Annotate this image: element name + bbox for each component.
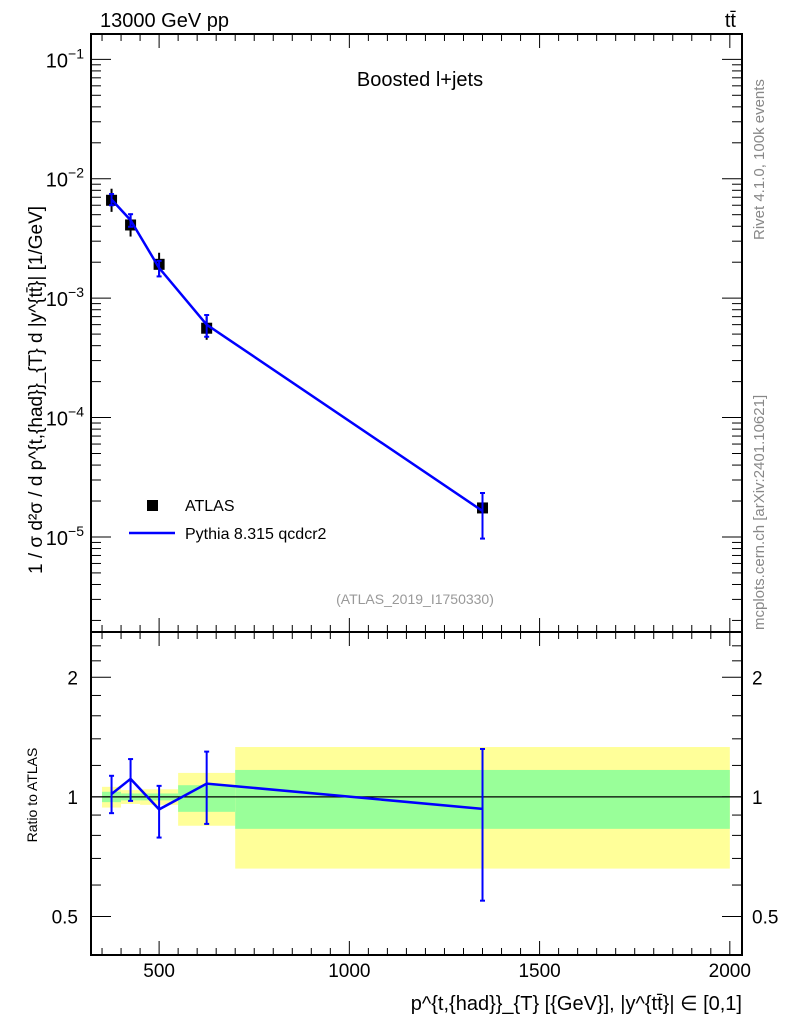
x-tick-label: 500 — [143, 961, 175, 982]
legend-atlas-label: ATLAS — [185, 498, 235, 515]
main-title: Boosted l+jets — [357, 69, 483, 91]
ratio-y-tick-label: 2 — [67, 668, 78, 689]
legend-atlas-marker — [147, 500, 158, 511]
pythia-line — [110, 198, 484, 513]
ratio-y-axis-label: Ratio to ATLAS — [24, 748, 40, 843]
x-tick-label: 2000 — [709, 961, 751, 982]
analysis-label: (ATLAS_2019_I1750330) — [336, 591, 494, 607]
x-tick-label: 1500 — [518, 961, 560, 982]
rivet-version-label: Rivet 4.1.0, 100k events — [751, 79, 768, 240]
main-y-axis-label: 1 / σ d²σ / d p^{t,{had}}_{T} d |y^{tt̄}… — [26, 206, 47, 574]
header-right: tt̄ — [725, 10, 737, 32]
ratio-y-tick-label-right: 1 — [752, 788, 763, 809]
mcplots-label: mcplots.cern.ch [arXiv:2401.10621] — [751, 395, 768, 630]
x-tick-label: 1000 — [328, 961, 370, 982]
ratio-y-tick-label-right: 2 — [752, 668, 763, 689]
y-tick-label: 10−1 — [46, 45, 84, 72]
legend-pythia-label: Pythia 8.315 qcdcr2 — [185, 526, 327, 543]
y-tick-label: 10−4 — [46, 404, 84, 431]
ratio-y-tick-label: 0.5 — [52, 907, 78, 928]
y-tick-label: 10−5 — [46, 523, 84, 550]
header-left: 13000 GeV pp — [100, 10, 229, 32]
ratio-y-tick-label-right: 0.5 — [752, 907, 778, 928]
y-tick-label: 10−2 — [46, 165, 84, 192]
legend: ATLAS Pythia 8.315 qcdcr2 — [129, 498, 327, 543]
ratio-y-tick-label: 1 — [67, 788, 78, 809]
ratio-frame — [90, 631, 743, 956]
y-tick-label: 10−3 — [46, 284, 84, 311]
x-axis-label: p^{t,{had}}_{T} [{GeV}], |y^{tt̄}| ∈ [0,… — [411, 993, 742, 1015]
